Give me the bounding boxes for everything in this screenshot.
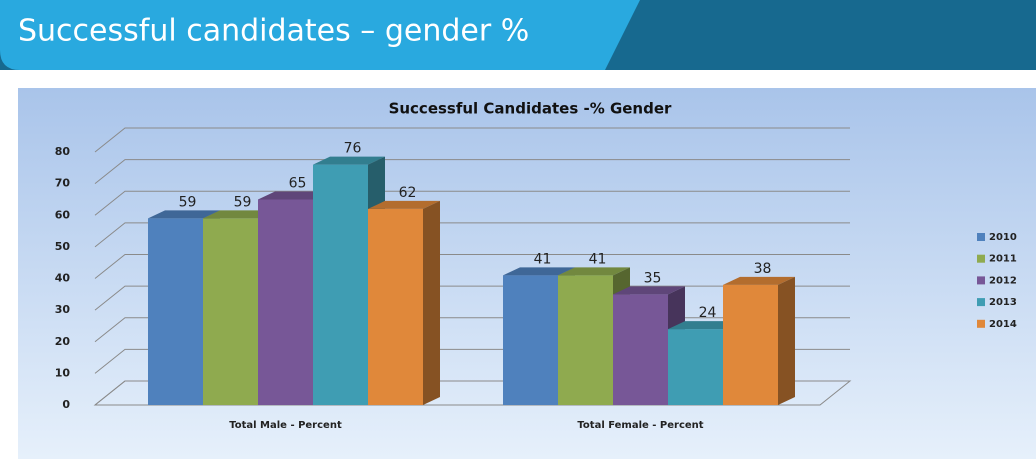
data-label: 76 (344, 141, 362, 157)
bar (368, 200, 440, 405)
bar-top (148, 210, 220, 219)
bar-front (613, 294, 668, 405)
legend-label: 2011 (989, 254, 1017, 265)
bar (723, 276, 795, 405)
bar-front (148, 218, 203, 405)
bar-top (668, 321, 740, 330)
bar-front (503, 275, 558, 405)
bar-front (723, 284, 778, 405)
legend-label: 2010 (989, 232, 1017, 243)
grid-line (94, 190, 850, 216)
bar-top (313, 156, 385, 165)
legend-swatch (977, 319, 985, 328)
bar-top (503, 267, 575, 276)
bar-top (613, 286, 685, 295)
x-tick-label: Total Male - Percent (229, 420, 342, 431)
grid-line (94, 254, 850, 279)
y-tick-label: 60 (55, 208, 71, 221)
bar-top (368, 200, 440, 209)
bar-top (558, 267, 630, 276)
y-tick-label: 40 (55, 272, 71, 285)
y-tick-label: 30 (55, 303, 71, 316)
y-tick-label: 50 (55, 240, 71, 253)
data-label: 41 (534, 251, 552, 267)
data-label: 38 (754, 261, 772, 277)
data-label: 24 (699, 305, 717, 321)
y-tick-label: 0 (62, 398, 70, 411)
legend-swatch (977, 298, 985, 307)
banner-light (0, 0, 640, 70)
bar-front (368, 208, 423, 405)
grid-line (94, 127, 850, 153)
grid-line (94, 159, 850, 185)
bar-top (723, 276, 795, 285)
legend-swatch (977, 276, 985, 285)
bar-top (258, 191, 330, 200)
legend-swatch (977, 254, 985, 263)
bar-top (203, 210, 275, 219)
y-tick-label: 70 (55, 177, 71, 190)
data-label: 65 (289, 175, 307, 191)
slide-title: Successful candidates – gender % (18, 14, 529, 49)
bar-side (778, 276, 795, 405)
x-tick-label: Total Female - Percent (577, 420, 703, 431)
grid-line (94, 222, 850, 248)
legend-swatch (977, 233, 985, 241)
legend-label: 2012 (989, 275, 1017, 286)
bar-front (558, 275, 613, 405)
y-tick-label: 80 (55, 145, 71, 158)
bar-front (203, 218, 258, 405)
data-label: 59 (179, 194, 197, 210)
data-label: 62 (399, 185, 417, 201)
y-tick-label: 20 (55, 335, 71, 348)
y-tick-label: 10 (55, 366, 71, 379)
bar-front (258, 199, 313, 405)
legend-label: 2014 (989, 319, 1017, 330)
data-label: 59 (234, 194, 252, 210)
data-label: 41 (589, 251, 607, 267)
data-label: 35 (644, 270, 662, 286)
bar-side (423, 200, 440, 405)
bar-front (313, 164, 368, 405)
chart-title: Successful Candidates -% Gender (389, 100, 672, 118)
legend-label: 2013 (989, 297, 1017, 308)
bar (313, 156, 385, 405)
bar-front (668, 329, 723, 405)
